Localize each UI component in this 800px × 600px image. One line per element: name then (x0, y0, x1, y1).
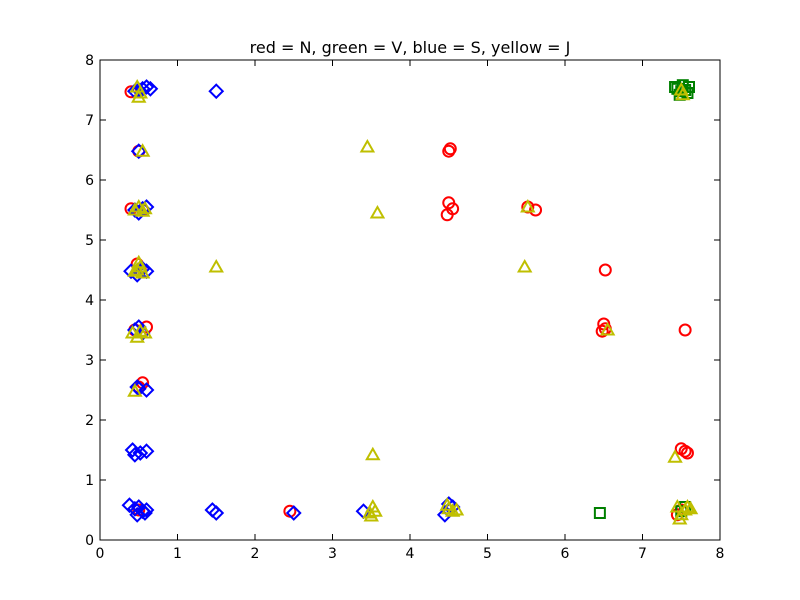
data-point-triangle (131, 89, 147, 103)
data-point-circle (678, 444, 692, 458)
data-point-circle (529, 203, 543, 217)
data-point-triangle (363, 507, 379, 522)
data-point-diamond (126, 202, 143, 218)
x-tick-label: 4 (406, 546, 415, 562)
data-point-diamond (126, 446, 143, 463)
data-point-triangle (131, 254, 147, 269)
data-point-square (593, 507, 606, 519)
data-point-triangle (359, 138, 376, 153)
data-point-triangle (667, 449, 683, 463)
data-point-triangle (675, 86, 691, 101)
data-point-triangle (369, 204, 386, 219)
y-tick-label: 0 (85, 533, 94, 549)
y-tick-label: 7 (85, 113, 94, 129)
data-point-triangle (682, 500, 699, 515)
y-tick-label: 3 (85, 353, 94, 369)
data-point-triangle (365, 446, 381, 461)
x-tick-label: 5 (483, 546, 492, 562)
data-point-triangle (669, 498, 686, 513)
axis-ticks: 0 1 2 3 4 5 6 7 8 0 1 2 3 4 5 6 7 8 (85, 53, 724, 562)
data-point-triangle (127, 383, 143, 397)
data-point-diamond (208, 83, 225, 100)
data-point-triangle (520, 198, 536, 213)
x-tick-label: 1 (173, 546, 182, 562)
chart-title: red = N, green = V, blue = S, yellow = J (250, 38, 571, 57)
y-tick-label: 2 (85, 413, 94, 429)
data-point-triangle (134, 143, 151, 157)
data-point-circle (446, 202, 460, 216)
plot-frame (99, 59, 721, 541)
data-point-diamond (138, 443, 155, 460)
series-0-markers (124, 85, 694, 522)
data-point-circle (443, 142, 457, 156)
data-point-diamond (126, 500, 143, 517)
data-point-diamond (138, 79, 155, 95)
y-tick-label: 6 (85, 173, 94, 189)
data-point-diamond (142, 80, 159, 97)
x-tick-label: 2 (251, 546, 260, 562)
x-tick-label: 6 (561, 546, 570, 562)
data-point-circle (678, 323, 692, 337)
data-point-triangle (516, 258, 533, 273)
data-point-diamond (124, 442, 141, 458)
data-point-circle (598, 263, 612, 277)
series-2-markers (121, 79, 461, 523)
data-point-diamond (285, 505, 302, 521)
x-tick-label: 8 (716, 546, 725, 562)
data-point-triangle (439, 497, 455, 511)
data-markers (121, 78, 699, 525)
data-point-diamond (132, 445, 149, 461)
y-tick-label: 5 (85, 233, 94, 249)
x-tick-label: 3 (328, 546, 337, 562)
data-point-triangle (127, 201, 143, 216)
x-tick-label: 0 (96, 546, 105, 562)
data-point-circle (132, 503, 146, 517)
data-point-triangle (679, 498, 696, 513)
data-point-diamond (129, 379, 146, 395)
data-point-circle (680, 446, 694, 460)
y-tick-label: 1 (85, 473, 94, 489)
y-tick-label: 4 (85, 293, 94, 309)
data-point-diamond (130, 143, 147, 160)
data-point-triangle (137, 200, 153, 215)
series-3-markers (124, 78, 699, 525)
x-tick-label: 7 (638, 546, 647, 562)
data-point-triangle (599, 321, 616, 336)
data-point-triangle (127, 263, 143, 277)
data-point-triangle (208, 258, 224, 273)
data-point-diamond (208, 505, 225, 521)
y-tick-label: 8 (85, 53, 94, 69)
data-point-diamond (138, 502, 155, 518)
data-point-circle (595, 324, 609, 338)
data-point-triangle (137, 324, 153, 339)
data-point-triangle (671, 510, 688, 525)
data-point-triangle (673, 81, 689, 96)
